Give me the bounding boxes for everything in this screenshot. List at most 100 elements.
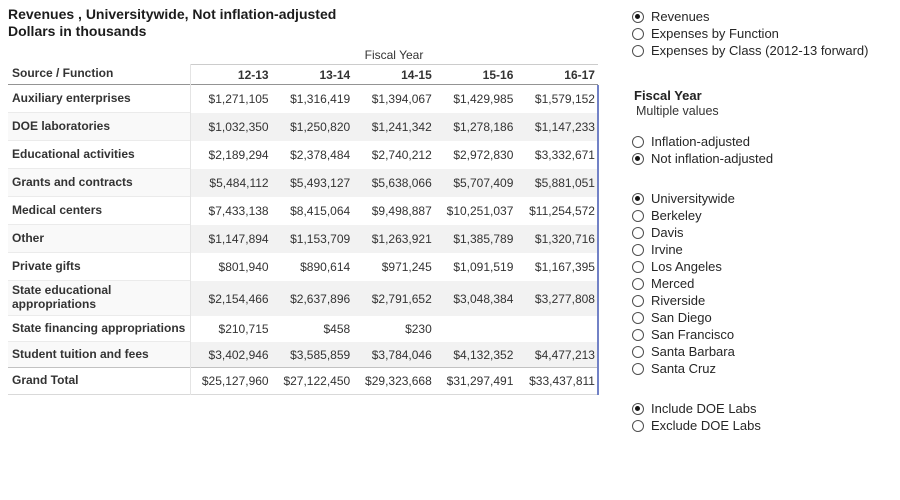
radio-option-label: Universitywide — [651, 191, 735, 206]
value-cell: $890,614 — [300, 260, 351, 274]
value-cell: $1,147,894 — [190, 225, 272, 253]
row-label: State educational appropriations — [8, 281, 190, 316]
value-cell: $1,147,233 — [516, 113, 598, 141]
table-header-row: Source / Function 12-13 13-14 14-15 15-16 16… — [8, 64, 598, 85]
table-row-state-educational-appropriations: State educational appropriations $2,154,4… — [8, 281, 598, 316]
table-row-state-financing-appropriations: State financing appropriations $210,715 $4… — [8, 316, 598, 342]
value-cell — [435, 316, 517, 342]
radio-button-icon[interactable] — [632, 260, 644, 273]
radio-option-not-inflation-adjusted[interactable]: Not inflation-adjusted — [632, 150, 773, 167]
table-body: Auxiliary enterprises $1,271,105 $1,316,41… — [8, 85, 598, 367]
radio-button-icon[interactable] — [632, 362, 644, 375]
radio-option-san-diego[interactable]: San Diego — [632, 309, 735, 326]
grand-total-value-cell: $33,437,811 — [529, 374, 595, 388]
year-column-header: 15-16 — [482, 67, 514, 82]
radio-option-label: Los Angeles — [651, 259, 722, 274]
radio-button-icon[interactable] — [632, 243, 644, 256]
value-cell: $3,332,671 — [534, 148, 595, 162]
row-label: Educational activities — [8, 141, 190, 169]
value-cell: $3,277,808 — [516, 281, 598, 316]
radio-button-icon[interactable] — [632, 294, 644, 307]
fiscal-year-spacer — [8, 48, 190, 64]
value-cell: $1,394,067 — [371, 92, 432, 106]
value-cell: $2,637,896 — [271, 281, 354, 316]
value-cell: $3,402,946 — [190, 342, 272, 367]
radio-option-label: Exclude DOE Labs — [651, 418, 761, 433]
radio-button-icon[interactable] — [632, 419, 644, 432]
value-cell: $210,715 — [218, 322, 269, 336]
radio-option-inflation-adjusted[interactable]: Inflation-adjusted — [632, 133, 773, 150]
radio-option-revenues[interactable]: Revenues — [632, 8, 869, 25]
radio-button-icon[interactable] — [632, 226, 644, 239]
data-table: Fiscal Year Source / Function 12-13 13-14… — [8, 48, 599, 395]
radio-option-santa-barbara[interactable]: Santa Barbara — [632, 343, 735, 360]
radio-button-icon[interactable] — [632, 152, 644, 165]
radio-button-icon[interactable] — [632, 10, 644, 23]
year-column-header: 16-17 — [564, 67, 595, 82]
radio-button-icon[interactable] — [632, 209, 644, 222]
radio-option-santa-cruz[interactable]: Santa Cruz — [632, 360, 735, 377]
radio-button-icon[interactable] — [632, 135, 644, 148]
table-row-doe-laboratories: DOE laboratories $1,032,350 $1,250,820 $1,2… — [8, 113, 598, 141]
value-cell: $2,972,830 — [453, 148, 514, 162]
value-cell: $3,585,859 — [271, 342, 354, 367]
radio-button-icon[interactable] — [632, 402, 644, 415]
radio-option-expenses-by-class-2012-13-forward[interactable]: Expenses by Class (2012-13 forward) — [632, 42, 869, 59]
radio-option-label: San Francisco — [651, 327, 735, 342]
table-row-private-gifts: Private gifts $801,940 $890,614 $971,245 $1,… — [8, 253, 598, 281]
value-cell: $801,940 — [218, 260, 269, 274]
radio-button-icon[interactable] — [632, 311, 644, 324]
fiscal-year-group-row: Fiscal Year — [8, 48, 598, 64]
radio-option-berkeley[interactable]: Berkeley — [632, 207, 735, 224]
radio-button-icon[interactable] — [632, 27, 644, 40]
value-cell: $2,740,212 — [371, 148, 432, 162]
value-cell: $1,167,395 — [534, 260, 595, 274]
radio-option-label: Inflation-adjusted — [651, 134, 751, 149]
value-cell: $1,316,419 — [290, 92, 351, 106]
value-cell: $5,484,112 — [190, 169, 272, 197]
radio-option-irvine[interactable]: Irvine — [632, 241, 735, 258]
value-cell: $2,189,294 — [208, 148, 269, 162]
radio-option-label: Davis — [651, 225, 684, 240]
title-line1: Revenues , Universitywide, Not inflation… — [8, 6, 337, 22]
value-cell: $9,498,887 — [371, 204, 432, 218]
value-cell: $2,378,484 — [290, 148, 351, 162]
radio-button-icon[interactable] — [632, 277, 644, 290]
measure-filter-group: Revenues Expenses by Function Expenses by … — [632, 8, 869, 59]
fiscal-year-filter-value[interactable]: Multiple values — [636, 104, 719, 118]
value-cell: $230 — [405, 322, 432, 336]
year-column-header: 13-14 — [319, 67, 351, 82]
radio-button-icon[interactable] — [632, 345, 644, 358]
radio-option-universitywide[interactable]: Universitywide — [632, 190, 735, 207]
year-column-header: 12-13 — [237, 67, 269, 82]
radio-option-san-francisco[interactable]: San Francisco — [632, 326, 735, 343]
value-cell: $3,784,046 — [353, 342, 435, 367]
radio-button-icon[interactable] — [632, 192, 644, 205]
value-cell: $2,154,466 — [190, 281, 272, 316]
radio-option-merced[interactable]: Merced — [632, 275, 735, 292]
radio-option-expenses-by-function[interactable]: Expenses by Function — [632, 25, 869, 42]
row-label: DOE laboratories — [8, 113, 190, 141]
value-cell: $1,241,342 — [353, 113, 435, 141]
table-row-auxiliary-enterprises: Auxiliary enterprises $1,271,105 $1,316,41… — [8, 85, 598, 113]
value-cell: $1,385,789 — [434, 225, 517, 253]
radio-option-label: Expenses by Class (2012-13 forward) — [651, 43, 869, 58]
fiscal-year-filter: Fiscal Year Multiple values — [634, 88, 719, 118]
radio-button-icon[interactable] — [632, 44, 644, 57]
radio-option-label: Include DOE Labs — [651, 401, 757, 416]
radio-option-label: Expenses by Function — [651, 26, 779, 41]
radio-button-icon[interactable] — [632, 328, 644, 341]
radio-option-riverside[interactable]: Riverside — [632, 292, 735, 309]
radio-option-include-doe-labs[interactable]: Include DOE Labs — [632, 400, 761, 417]
value-cell: $971,245 — [381, 260, 432, 274]
value-cell: $5,493,127 — [271, 169, 354, 197]
value-cell: $8,415,064 — [290, 204, 351, 218]
radio-option-davis[interactable]: Davis — [632, 224, 735, 241]
fiscal-year-filter-title: Fiscal Year — [634, 88, 702, 103]
value-cell: $2,791,652 — [353, 281, 435, 316]
radio-option-los-angeles[interactable]: Los Angeles — [632, 258, 735, 275]
value-cell: $1,153,709 — [271, 225, 354, 253]
radio-option-exclude-doe-labs[interactable]: Exclude DOE Labs — [632, 417, 761, 434]
grand-total-row: Grand Total $25,127,960 $27,122,450 $29,323… — [8, 367, 598, 395]
